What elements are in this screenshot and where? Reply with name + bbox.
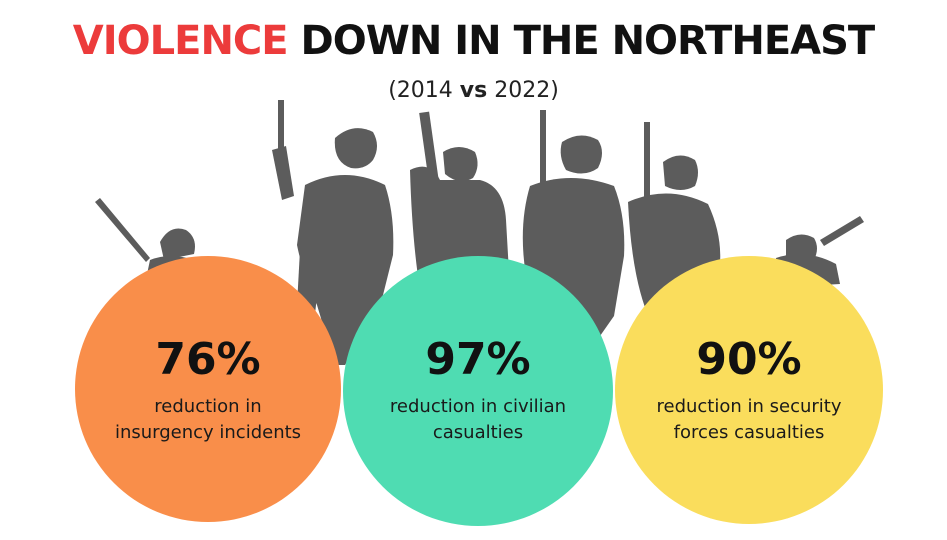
stat-description-line: reduction in civilian	[389, 396, 567, 417]
stat-description: reduction in civilian casualties	[343, 394, 613, 446]
subtitle-end-year: 2022)	[494, 78, 559, 103]
stat-description-line: reduction in security	[656, 396, 842, 417]
subtitle-vs: vs	[459, 78, 488, 103]
title-rest: DOWN IN THE NORTHEAST	[300, 18, 876, 64]
stat-description-line: reduction in	[154, 396, 262, 417]
title-accent: VIOLENCE	[72, 18, 289, 64]
stat-value: 97%	[425, 334, 531, 385]
stat-circle-insurgency: 76% reduction in insurgency incidents	[75, 256, 341, 522]
stat-value: 90%	[696, 334, 802, 385]
stat-description-line: forces casualties	[673, 422, 825, 443]
page-title: VIOLENCE DOWN IN THE NORTHEAST	[0, 18, 947, 64]
stat-description: reduction in security forces casualties	[615, 394, 883, 446]
stat-circle-security: 90% reduction in security forces casualt…	[615, 256, 883, 524]
stat-description: reduction in insurgency incidents	[75, 394, 341, 446]
page-subtitle: (2014 vs 2022)	[0, 78, 947, 103]
subtitle-start-year: (2014	[388, 78, 453, 103]
stat-value: 76%	[155, 334, 261, 385]
stat-description-line: insurgency incidents	[114, 422, 302, 443]
stat-circle-civilian: 97% reduction in civilian casualties	[343, 256, 613, 526]
stat-description-line: casualties	[432, 422, 524, 443]
